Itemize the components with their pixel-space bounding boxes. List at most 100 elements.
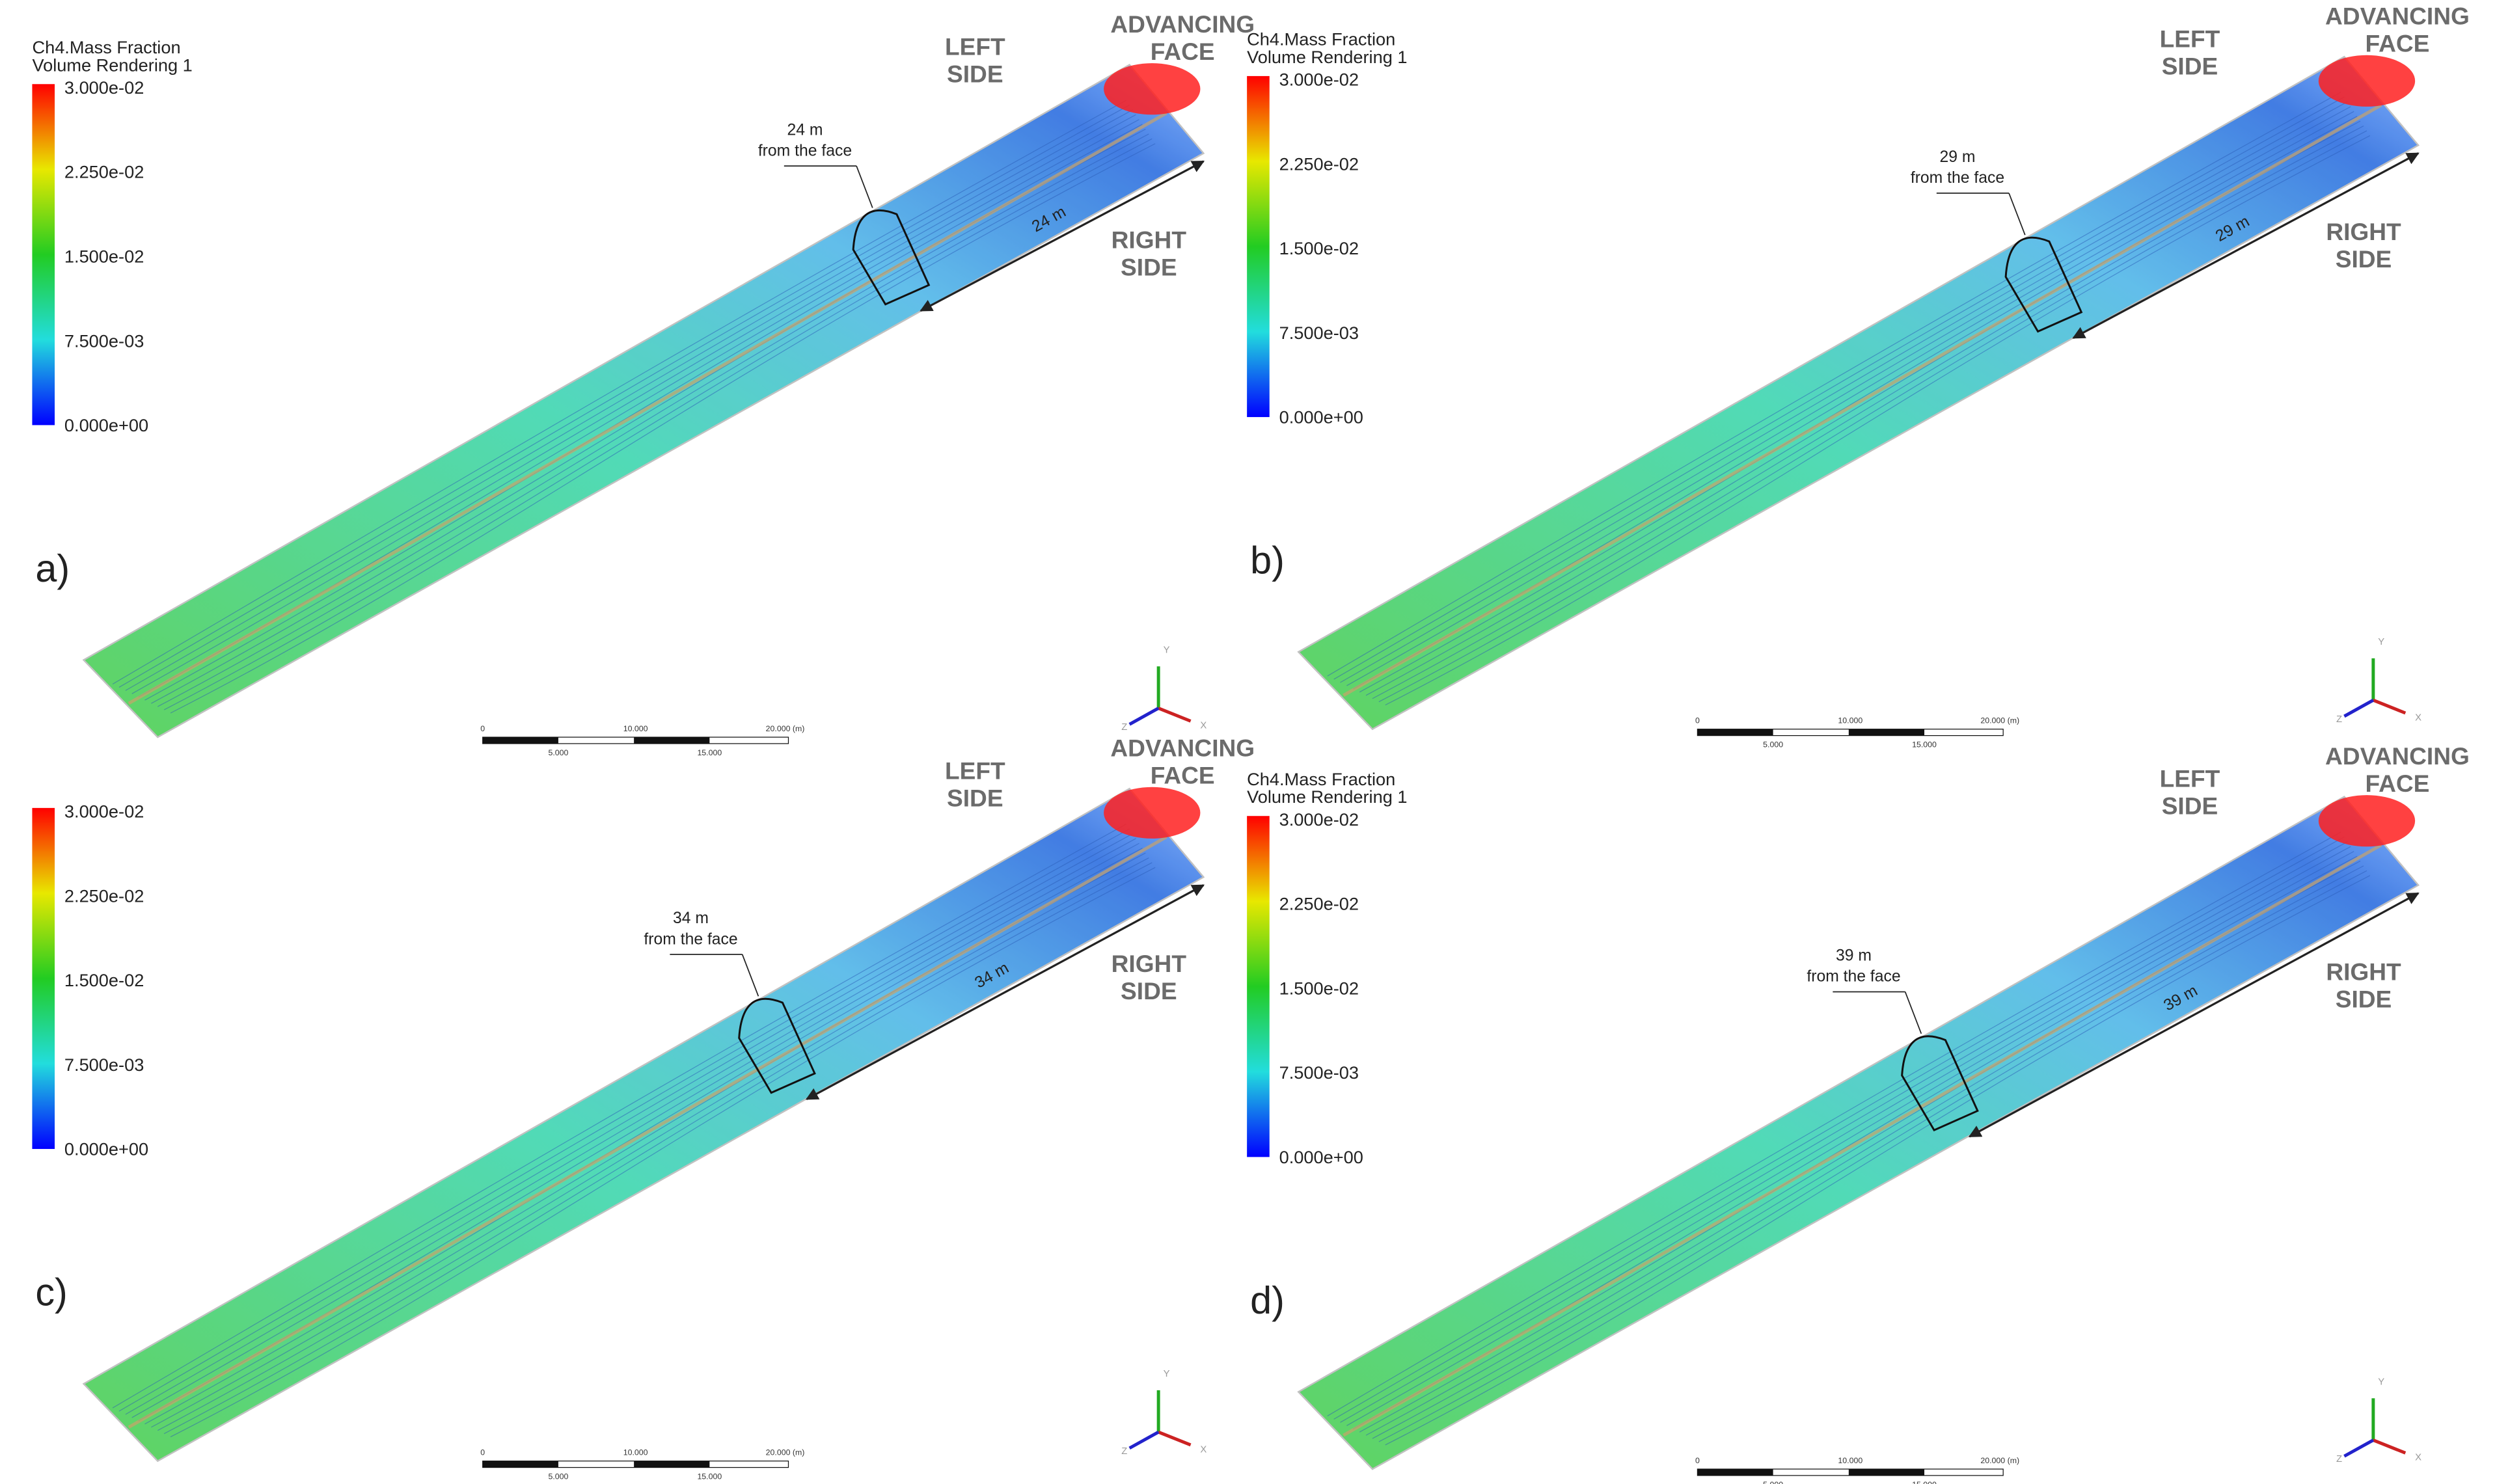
scale-segment bbox=[1697, 729, 1773, 736]
scale-label: 0 bbox=[480, 724, 485, 733]
cross-section bbox=[738, 997, 816, 1094]
distance-arrow bbox=[920, 160, 1205, 312]
leader bbox=[1904, 992, 1922, 1034]
distance-note: from the face bbox=[644, 930, 737, 948]
left-side-label: LEFT bbox=[945, 757, 1005, 784]
axis-x bbox=[1158, 707, 1192, 723]
scale-label: 5.000 bbox=[548, 748, 568, 757]
scale-label: 15.000 bbox=[1912, 1480, 1937, 1484]
distance-arrow bbox=[805, 884, 1205, 1100]
centerline bbox=[1343, 103, 2382, 697]
scale-label: 10.000 bbox=[1838, 1456, 1862, 1465]
distance-arrow bbox=[1968, 892, 2420, 1138]
centerline bbox=[128, 835, 1167, 1429]
right-side-label: SIDE bbox=[1121, 253, 1177, 280]
panel-label: a) bbox=[35, 546, 70, 590]
scale-label: 10.000 bbox=[1838, 716, 1862, 725]
right-side-label: RIGHT bbox=[2326, 958, 2401, 985]
scale-segment bbox=[482, 1461, 558, 1468]
legend-tick: 3.000e-02 bbox=[1279, 809, 1359, 830]
distance-note: 39 m bbox=[1836, 947, 1872, 965]
axis-x bbox=[2372, 698, 2407, 715]
scale-label: 20.000 (m) bbox=[1980, 1456, 2019, 1465]
triad-label: X bbox=[2415, 712, 2421, 723]
legend-tick: 0.000e+00 bbox=[64, 415, 148, 435]
scale-label: 15.000 bbox=[697, 748, 722, 757]
left-side-label: SIDE bbox=[947, 61, 1003, 88]
right-side-label: SIDE bbox=[1121, 977, 1177, 1005]
right-side-label: SIDE bbox=[2336, 985, 2392, 1012]
scale-segment bbox=[634, 737, 710, 744]
scale-label: 20.000 (m) bbox=[1980, 716, 2019, 725]
legend-tick: 0.000e+00 bbox=[1279, 407, 1363, 427]
legend-title: Ch4.Mass Fraction bbox=[1247, 29, 1395, 49]
centerline bbox=[1343, 843, 2382, 1437]
triad-label: Y bbox=[1164, 645, 1170, 655]
left-side-label: LEFT bbox=[2160, 25, 2220, 52]
right-side-label: SIDE bbox=[2336, 245, 2392, 273]
legend-title: Ch4.Mass Fraction bbox=[32, 37, 180, 57]
cross-section bbox=[852, 209, 931, 306]
scale-label: 10.000 bbox=[623, 724, 648, 733]
scale-segment bbox=[1697, 1469, 1773, 1476]
cross-section bbox=[1901, 1035, 1979, 1131]
distance-note: from the face bbox=[758, 142, 852, 159]
triad-label: Z bbox=[1121, 1446, 1127, 1457]
distance-note: 29 m bbox=[1939, 148, 1975, 166]
legend-tick: 0.000e+00 bbox=[1279, 1147, 1363, 1167]
legend-title: Ch4.Mass Fraction bbox=[1247, 769, 1395, 789]
advancing-face-label: FACE bbox=[2365, 30, 2429, 57]
right-side-label: RIGHT bbox=[1112, 226, 1187, 253]
legend-tick: 7.500e-03 bbox=[64, 1055, 144, 1075]
distance-arrow bbox=[2072, 152, 2420, 339]
scale-label: 20.000 (m) bbox=[766, 724, 805, 733]
scale-outline bbox=[1697, 1468, 2004, 1476]
triad-label: X bbox=[1200, 1444, 1207, 1455]
legend-tick: 3.000e-02 bbox=[64, 801, 144, 821]
legend-tick: 7.500e-03 bbox=[64, 331, 144, 351]
axis-x bbox=[1158, 1430, 1192, 1447]
scale-outline bbox=[1697, 729, 2004, 736]
axis-z bbox=[2343, 699, 2375, 718]
scale-label: 5.000 bbox=[548, 1472, 568, 1481]
legend-title: Volume Rendering 1 bbox=[1247, 787, 1407, 807]
legend-tick: 3.000e-02 bbox=[64, 77, 144, 98]
distance-note: from the face bbox=[1807, 968, 1900, 986]
methane-blob bbox=[1104, 787, 1201, 839]
scale-label: 20.000 (m) bbox=[766, 1448, 805, 1457]
leader bbox=[2008, 193, 2026, 236]
left-side-label: SIDE bbox=[2162, 52, 2218, 79]
scale-segment bbox=[634, 1461, 710, 1468]
legend-tick: 2.250e-02 bbox=[64, 885, 144, 906]
left-side-label: SIDE bbox=[947, 784, 1003, 811]
advancing-face-label: FACE bbox=[1151, 38, 1215, 65]
advancing-face-label: FACE bbox=[1151, 762, 1215, 789]
panel-label: c) bbox=[35, 1271, 67, 1314]
advancing-face-label: ADVANCING bbox=[2325, 742, 2470, 770]
axis-z bbox=[2343, 1438, 2375, 1458]
axis-z bbox=[1128, 707, 1160, 726]
cross-section bbox=[2004, 236, 2083, 333]
triad-label: Y bbox=[2378, 637, 2384, 647]
legend-tick: 1.500e-02 bbox=[64, 970, 144, 990]
right-side-label: RIGHT bbox=[2326, 218, 2401, 245]
distance-note: from the face bbox=[1911, 169, 2004, 187]
colorbar bbox=[1247, 816, 1270, 1157]
advancing-face-label: ADVANCING bbox=[1110, 10, 1255, 38]
scale-label: 0 bbox=[480, 1448, 485, 1457]
legend-tick: 2.250e-02 bbox=[64, 162, 144, 182]
scale-label: 5.000 bbox=[1763, 740, 1783, 749]
advancing-face-label: ADVANCING bbox=[2325, 3, 2470, 30]
colorbar bbox=[1247, 75, 1270, 418]
legend-tick: 0.000e+00 bbox=[64, 1139, 148, 1159]
legend-tick: 7.500e-03 bbox=[1279, 323, 1359, 343]
legend-tick: 1.500e-02 bbox=[64, 246, 144, 266]
triad-label: Z bbox=[2336, 1454, 2342, 1464]
scale-label: 0 bbox=[1695, 716, 1700, 725]
triad-label: X bbox=[1200, 721, 1207, 731]
